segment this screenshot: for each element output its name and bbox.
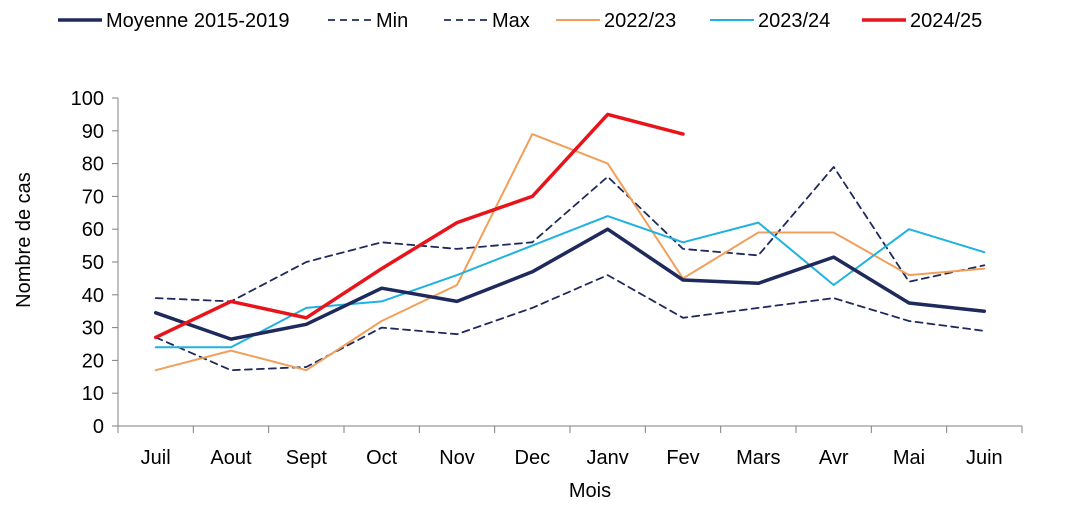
y-tick-label: 90 — [82, 121, 104, 143]
legend-item: Moyenne 2015-2019 — [58, 10, 289, 32]
y-tick-label: 40 — [82, 285, 104, 307]
x-axis-title: Mois — [569, 480, 611, 502]
x-tick-label: Juil — [141, 447, 171, 469]
legend-label: Min — [376, 10, 408, 32]
x-tick-label: Aout — [210, 447, 252, 469]
x-tick-label: Oct — [366, 447, 398, 469]
series-line-max — [154, 165, 986, 303]
y-tick-label: 100 — [71, 88, 104, 110]
axes: 0 10 20 30 40 50 60 70 80 90 100 Juil Aout Sept Oct Nov… — [71, 88, 1023, 469]
x-tick-label: Juin — [966, 447, 1003, 469]
y-tick-label: 80 — [82, 154, 104, 176]
y-tick-label: 50 — [82, 252, 104, 274]
legend-label: 2023/24 — [758, 10, 830, 32]
y-tick-label: 30 — [82, 318, 104, 340]
series-line-2024-25 — [153, 112, 685, 340]
y-tick-label: 60 — [82, 219, 104, 241]
series-lines — [153, 112, 987, 372]
x-tick-label: Janv — [587, 447, 629, 469]
legend-label: Moyenne 2015-2019 — [106, 10, 289, 32]
legend-item: Min — [328, 10, 408, 32]
x-tick-label: Sept — [286, 447, 328, 469]
y-tick-label: 70 — [82, 186, 104, 208]
legend-item: 2022/23 — [556, 10, 676, 32]
legend-label: Max — [492, 10, 530, 32]
legend-label: 2024/25 — [910, 10, 982, 32]
legend: Moyenne 2015-2019 Min Max 2022/23 2023/24 202… — [58, 10, 982, 32]
legend-label: 2022/23 — [604, 10, 676, 32]
series-line-2022-23 — [154, 133, 986, 372]
y-tick-label: 20 — [82, 350, 104, 372]
legend-item: 2024/25 — [862, 10, 982, 32]
legend-item: Max — [444, 10, 530, 32]
series-line-2023-24 — [154, 215, 986, 349]
x-tick-label: Dec — [515, 447, 551, 469]
y-tick-label: 10 — [82, 383, 104, 405]
y-axis-title: Nombre de cas — [13, 172, 35, 308]
x-tick-label: Mai — [893, 447, 925, 469]
series-line-moyenne-2015-2019 — [153, 227, 987, 341]
x-tick-label: Nov — [439, 447, 475, 469]
x-tick-label: Mars — [736, 447, 780, 469]
x-tick-label: Fev — [666, 447, 699, 469]
legend-item: 2023/24 — [710, 10, 830, 32]
x-tick-label: Avr — [819, 447, 849, 469]
y-tick-label: 0 — [93, 416, 104, 438]
